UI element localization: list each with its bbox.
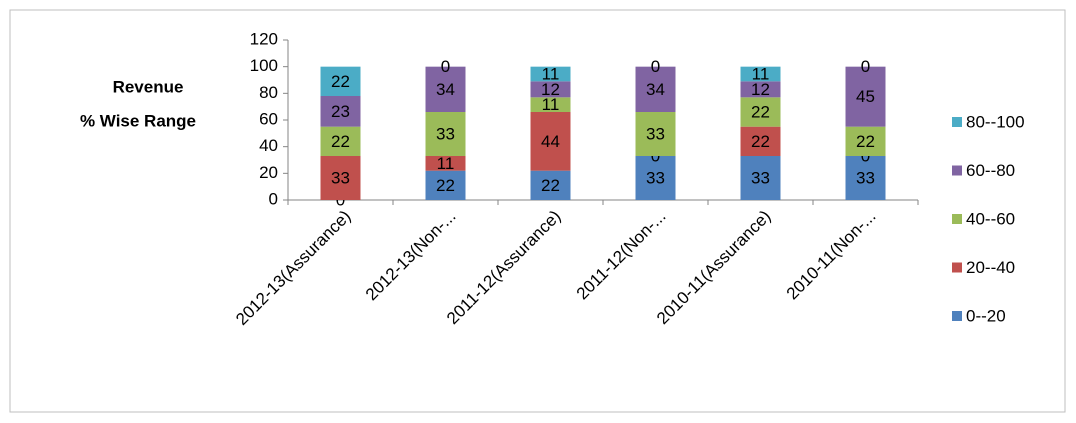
y-tick-label: 80 [259,83,278,102]
data-label: 11 [437,154,455,173]
data-label: 33 [646,168,665,187]
bar-segment [635,156,676,200]
data-label: 22 [436,176,455,195]
data-label: 33 [646,124,665,143]
data-label: 12 [751,80,770,99]
legend-label: 80--100 [966,112,1025,131]
bar-segment [425,170,466,200]
y-tick-label: 40 [259,136,278,155]
data-label: 11 [752,64,770,83]
y-tick-label: 120 [250,29,278,48]
data-label: 22 [856,132,875,151]
bar-segment [530,81,571,98]
data-label: 22 [331,132,350,151]
y-tick-label: 60 [259,109,278,128]
legend-label: 0--20 [966,306,1006,325]
legend-swatch [952,117,962,127]
bar-segment [530,66,571,82]
data-label: 22 [331,72,350,91]
legend-label: 60--80 [966,161,1015,180]
data-label: 0 [861,57,870,76]
bar-segment [635,112,676,156]
bar-segment [320,96,361,127]
y-tick-label: 0 [269,189,278,208]
data-label: 34 [646,80,665,99]
y-axis-label: % Wise Range [80,111,196,130]
data-label: 0 [651,57,660,76]
bar-segment [740,81,781,98]
bar-segment [740,156,781,200]
legend-swatch [952,214,962,224]
data-label: 33 [436,124,455,143]
bar-segment [425,112,466,156]
data-label: 23 [331,102,350,121]
bar-segment [845,66,886,127]
bar-segment [320,66,361,96]
data-label: 33 [331,168,350,187]
data-label: 33 [751,168,770,187]
y-tick-label: 20 [259,163,278,182]
bar-segment [740,66,781,82]
data-label: 34 [436,80,455,99]
data-label: 22 [541,176,560,195]
data-label: 22 [751,132,770,151]
legend-label: 20--40 [966,258,1015,277]
data-label: 11 [542,64,560,83]
bar-segment [845,126,886,156]
bar-segment [425,66,466,112]
y-axis-label: Revenue [113,77,184,96]
data-label: 33 [856,168,875,187]
bar-segment [845,156,886,200]
legend-label: 40--60 [966,209,1015,228]
data-label: 12 [541,80,560,99]
bar-segment [740,126,781,156]
bar-segment [320,126,361,156]
bar-segment [530,170,571,200]
bar-segment [635,66,676,112]
bar-segment [530,112,571,171]
bar-segment [530,97,571,112]
bar-segment [320,156,361,200]
data-label: 45 [856,87,875,106]
bar-segment [740,97,781,127]
legend-swatch [952,262,962,273]
legend-swatch [952,165,962,176]
data-label: 22 [751,102,770,121]
data-label: 11 [542,95,560,114]
legend-swatch [952,311,962,321]
y-tick-label: 100 [250,56,278,75]
bar-segment [425,156,466,171]
data-label: 44 [541,132,560,151]
data-label: 0 [441,57,450,76]
